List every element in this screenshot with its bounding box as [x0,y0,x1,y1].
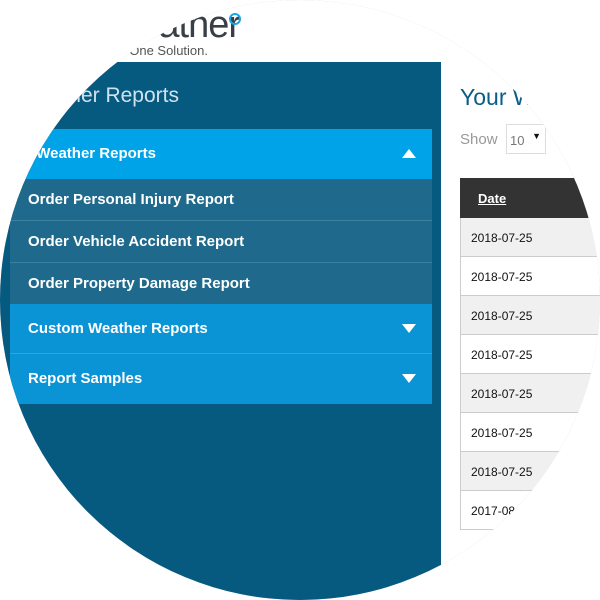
logo[interactable]: weather [111,4,241,46]
chevron-down-icon [402,374,416,383]
show-label: Show [460,131,498,148]
sub-item-label: Order Vehicle Accident Report [28,233,245,250]
sub-item-label: Order Personal Injury Report [28,191,234,208]
section-legal-weather-reports[interactable]: Legal Weather Reports [0,129,432,179]
caret-down-icon: ▼ [532,131,541,141]
date-cell: 2018-07-25 [471,309,533,323]
date-cell: 2018-07-25 [471,426,533,440]
table-header: Date [460,178,600,218]
section-label: Legal Weather Reports [0,145,156,162]
section-report-samples[interactable]: Report Samples [10,354,432,404]
table-row[interactable]: 2018-07-25 [460,413,600,452]
page-title: Your Weather Reports [460,84,600,110]
chevron-down-icon [402,324,416,333]
table-row[interactable]: 2018-07-25 [460,452,600,491]
table-row[interactable]: 2018-07-25 [460,218,600,257]
section-label: Custom Weather Reports [28,320,208,337]
table-row[interactable]: 2018-07-25 [460,296,600,335]
date-cell: 2018-07-25 [471,348,533,362]
chevron-up-icon [402,149,416,158]
table-row[interactable]: 2018-07-25 [460,335,600,374]
sub-item-property-damage[interactable]: Order Property Damage Report [10,263,432,305]
column-header-date[interactable]: Date [478,191,507,206]
logo-dot-icon [229,13,241,25]
section-custom-weather-reports[interactable]: Custom Weather Reports [10,304,432,354]
date-cell: 2018-07-25 [471,231,533,245]
section-label: Report Samples [28,370,143,387]
page-size-select[interactable]: 10 ▼ [506,124,546,154]
date-cell: 2018-07-25 [471,387,533,401]
sub-item-personal-injury[interactable]: Order Personal Injury Report [10,179,432,221]
date-cell: 2018-07-25 [471,465,533,479]
page-size-value: 10 [510,133,525,148]
table-row[interactable]: 2017-08 [460,491,600,530]
sub-item-label: Order Property Damage Report [28,275,250,292]
header: weather One Source. One Solution. [0,0,600,62]
table-row[interactable]: 2018-07-25 [460,374,600,413]
date-cell: 2018-07-25 [471,270,533,284]
sub-item-vehicle-accident[interactable]: Order Vehicle Accident Report [10,221,432,263]
date-cell: 2017-08 [471,504,516,518]
table-row[interactable]: 2018-07-25 [460,257,600,296]
sidebar-title: Weather Reports [20,84,179,107]
tagline: One Source. One Solution. [52,43,208,58]
main-content: Your Weather Reports Show 10 ▼ Date 2018… [441,62,600,600]
reports-table: Date 2018-07-25 2018-07-25 2018-07-25 20… [460,178,600,530]
sidebar: Weather Reports Legal Weather Reports Or… [0,62,441,600]
